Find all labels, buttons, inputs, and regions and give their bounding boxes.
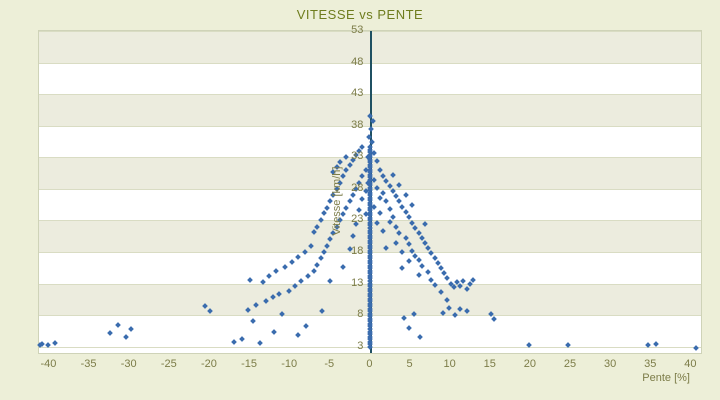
x-tick-label: -10: [281, 358, 298, 370]
scatter-point: [406, 213, 412, 220]
x-tick-label: 20: [523, 358, 536, 370]
scatter-point: [406, 257, 412, 264]
scatter-point: [288, 259, 295, 265]
scatter-point: [343, 204, 350, 211]
y-tick-label: 8: [357, 308, 364, 321]
x-tick-label: 35: [644, 358, 657, 370]
scatter-point: [425, 269, 432, 276]
scatter-point: [106, 329, 113, 336]
scatter-point: [409, 202, 415, 209]
scatter-point: [272, 268, 279, 274]
scatter-point: [282, 264, 289, 270]
scatter-point: [247, 276, 253, 283]
scatter-point: [303, 323, 310, 330]
scatter-point: [128, 326, 135, 332]
y-tick-label: 53: [351, 24, 364, 36]
x-tick-label: -20: [200, 358, 217, 370]
scatter-point: [377, 209, 383, 216]
y-tick-label: 43: [351, 87, 364, 100]
scatter-point: [346, 198, 353, 205]
scatter-point: [295, 254, 302, 260]
scatter-point: [415, 271, 422, 278]
scatter-point: [418, 263, 425, 269]
scatter-point: [399, 203, 406, 210]
scatter-point: [386, 206, 393, 212]
scatter-point: [428, 276, 435, 283]
x-tick-label: 30: [604, 358, 617, 370]
y-tick-label: 28: [351, 181, 364, 194]
scatter-point: [295, 332, 302, 339]
scatter-point: [402, 192, 409, 198]
scatter-point: [317, 255, 324, 262]
chart-title: VITESSE vs PENTE: [296, 7, 424, 22]
scatter-point: [356, 207, 362, 214]
y-tick-label: 48: [351, 55, 364, 68]
y-tick-label: 33: [351, 150, 364, 163]
scatter-point: [311, 268, 318, 274]
x-tick-label: 40: [684, 358, 697, 370]
scatter-point: [390, 213, 396, 220]
x-tick-label: -25: [160, 358, 177, 370]
scatter-point: [231, 338, 237, 345]
scatter-point: [52, 340, 58, 346]
scatter-point: [301, 249, 308, 255]
scatter-point: [415, 256, 422, 263]
x-tick-label: -15: [241, 358, 257, 370]
x-tick-label: -5: [324, 358, 335, 370]
y-tick-label: 3: [357, 339, 364, 352]
y-tick-label: 13: [351, 276, 364, 289]
scatter-point: [359, 196, 366, 202]
y-tick-label: 38: [351, 118, 364, 131]
scatter-point: [114, 322, 121, 329]
x-tick-label: -30: [120, 358, 137, 370]
y-tick-label: 23: [351, 213, 364, 226]
x-tick-label: 15: [483, 358, 496, 370]
x-tick-label: -35: [80, 358, 97, 370]
x-tick-label: 25: [563, 358, 577, 370]
scatter-point: [250, 318, 257, 325]
scatter-point: [239, 336, 245, 342]
x-tick-label: -40: [40, 358, 57, 370]
scatter-point: [256, 340, 263, 346]
x-axis-label: Pente [%]: [642, 372, 690, 384]
scatter-point: [304, 273, 311, 279]
x-tick-label: 5: [406, 358, 413, 370]
x-tick-label: 10: [443, 358, 456, 370]
scatter-point: [314, 261, 321, 268]
scatter-point: [321, 209, 327, 216]
scatter-point: [359, 144, 366, 151]
scatter-point: [406, 324, 412, 331]
scatter-point: [399, 265, 406, 272]
scatter-point: [266, 273, 273, 279]
scatter-point: [122, 333, 129, 340]
scatter-point: [417, 333, 423, 340]
scatter-point: [470, 276, 476, 283]
scatter-point: [491, 316, 497, 322]
scatter-point: [271, 328, 277, 335]
scatter-point: [693, 345, 700, 351]
x-tick-label: 0: [366, 358, 373, 370]
scatter-point: [444, 275, 451, 282]
scatter-point: [324, 204, 330, 211]
plot-area: [36, 30, 702, 354]
scatter-point: [380, 189, 387, 196]
y-tick-label: 18: [351, 244, 364, 257]
scatter-point: [383, 198, 390, 205]
scatter-point: [340, 264, 346, 270]
